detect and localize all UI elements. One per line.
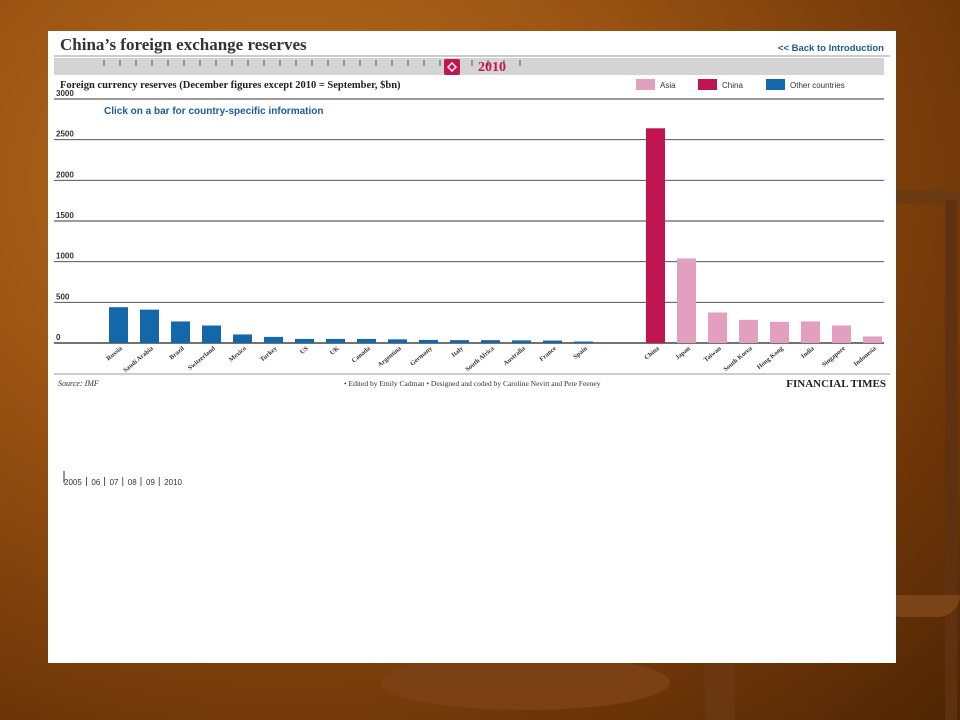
bar-spain[interactable] [574, 341, 593, 343]
bar-us[interactable] [295, 338, 314, 343]
y-tick-label: 500 [56, 292, 70, 301]
bar-indonesia[interactable] [863, 336, 882, 343]
x-label-taiwan: Taiwan [703, 345, 723, 364]
y-tick-label: 2500 [56, 130, 74, 139]
x-label-italy: Italy [450, 345, 465, 359]
bar-germany[interactable] [419, 339, 438, 343]
x-label-singapore: Singapore [821, 345, 847, 368]
legend-asia-label: Asia [660, 81, 676, 90]
bar-china[interactable] [646, 128, 665, 343]
bar-india[interactable] [801, 321, 820, 343]
timeline-year-label[interactable]: 07 [110, 478, 119, 487]
bar-singapore[interactable] [832, 325, 851, 343]
year-slider-handle[interactable] [444, 59, 460, 75]
legend-china-swatch [698, 79, 717, 90]
legend-china-label: China [722, 81, 743, 90]
bar-uk[interactable] [326, 338, 345, 343]
bar-taiwan[interactable] [708, 312, 727, 344]
x-label-germany: Germany [409, 345, 434, 368]
bar-hong-kong[interactable] [770, 321, 789, 343]
scale-stem-decoration [705, 660, 735, 720]
financial-times-logo: FINANCIAL TIMES [786, 378, 886, 390]
scale-arm-decoration [895, 190, 960, 204]
timeline-year-label[interactable]: 2010 [164, 478, 182, 487]
bar-italy[interactable] [450, 340, 469, 343]
x-label-uk: UK [329, 345, 341, 357]
x-label-canada: Canada [351, 345, 373, 365]
chart-bars [109, 128, 882, 343]
legend-other-swatch [766, 79, 785, 90]
scale-base-decoration [380, 655, 670, 710]
x-label-turkey: Turkey [259, 345, 279, 364]
x-label-australia: Australia [502, 345, 527, 368]
slider-handle-arrow-icon [447, 62, 457, 72]
timeline-year-label[interactable]: 08 [128, 478, 137, 487]
legend-other-label: Other countries [790, 81, 845, 90]
bar-south-korea[interactable] [739, 319, 758, 343]
bar-mexico[interactable] [233, 334, 252, 343]
bar-saudi-arabia[interactable] [140, 309, 159, 343]
legend: Asia China Other countries [636, 79, 845, 90]
x-label-south-korea: South Korea [722, 345, 754, 373]
chart-panel: China’s foreign exchange reserves << Bac… [48, 31, 896, 663]
x-label-saudi-arabia: Saudi Arabia [122, 345, 155, 374]
bar-france[interactable] [543, 340, 562, 343]
x-label-mexico: Mexico [228, 345, 248, 363]
y-tick-label: 0 [56, 333, 61, 342]
x-label-us: US [299, 345, 310, 356]
x-label-france: France [538, 345, 558, 363]
back-to-introduction-link[interactable]: << Back to Introduction [778, 43, 884, 54]
x-label-south-africa: South Africa [464, 345, 496, 373]
timeline-year-label[interactable]: 06 [91, 478, 100, 487]
bar-argentina[interactable] [388, 339, 407, 343]
bar-canada[interactable] [357, 338, 376, 343]
chart-subtitle: Foreign currency reserves (December figu… [60, 80, 401, 91]
year-timeline: 2005 06 07 08 09 2010 [63, 471, 183, 487]
click-instruction: Click on a bar for country-specific info… [104, 106, 323, 117]
year-slider-ticks [103, 60, 521, 66]
bar-brazil[interactable] [171, 321, 190, 343]
x-label-russia: Russia [105, 345, 124, 363]
bar-japan[interactable] [677, 258, 696, 343]
bar-australia[interactable] [512, 340, 531, 343]
page-title: China’s foreign exchange reserves [60, 35, 307, 54]
bar-switzerland[interactable] [202, 325, 221, 343]
x-label-japan: Japan [674, 345, 692, 362]
year-slider-track[interactable] [54, 58, 884, 75]
credits: • Edited by Emily Cadman • Designed and … [344, 379, 601, 388]
x-label-hong-kong: Hong Kong [756, 345, 786, 371]
bar-russia[interactable] [109, 307, 128, 343]
x-label-switzerland: Switzerland [187, 345, 217, 372]
x-label-china: China [643, 345, 661, 362]
y-tick-label: 3000 [56, 89, 74, 98]
source-note: Source: IMF [58, 379, 99, 388]
legend-asia-swatch [636, 79, 655, 90]
bar-south-africa[interactable] [481, 340, 500, 343]
x-label-argentina: Argentina [377, 345, 404, 369]
scale-post-decoration [945, 200, 957, 720]
year-label: 2010 [478, 60, 506, 75]
scale-pan-decoration [880, 595, 960, 617]
timeline-year-label[interactable]: 2005 [64, 478, 82, 487]
y-tick-label: 1000 [56, 252, 74, 261]
x-label-india: India [800, 345, 816, 360]
y-tick-label: 1500 [56, 211, 74, 220]
chart-grid: 0 500 1000 1500 2000 2500 3000 [54, 89, 884, 344]
y-tick-label: 2000 [56, 170, 74, 179]
x-label-spain: Spain [572, 345, 589, 361]
timeline-year-label[interactable]: 09 [146, 478, 155, 487]
x-label-indonesia: Indonesia [853, 345, 879, 368]
x-label-brazil: Brazil [168, 345, 186, 361]
bar-turkey[interactable] [264, 336, 283, 343]
reserves-chart: China’s foreign exchange reserves << Bac… [54, 35, 890, 487]
